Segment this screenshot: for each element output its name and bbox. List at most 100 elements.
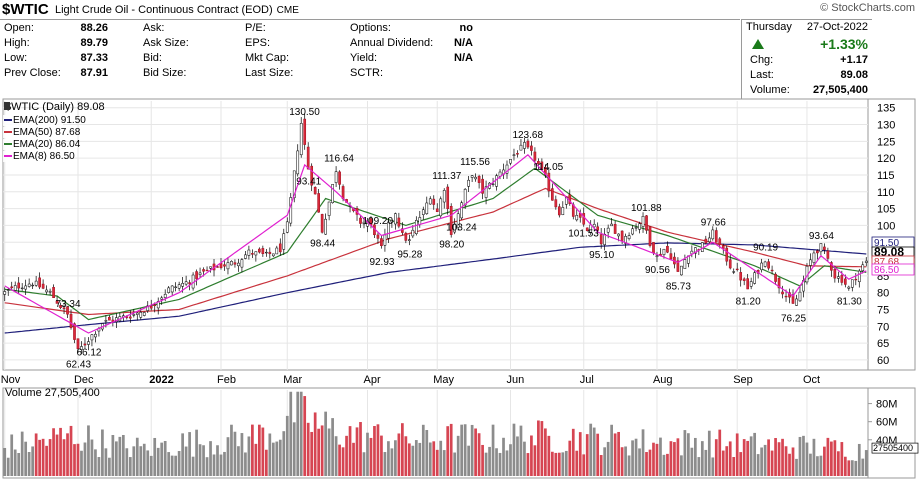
candle-up [442,190,446,203]
price-annotation: 98.20 [439,239,464,250]
quote-label: Open: [4,22,34,34]
volume-bar-down [582,454,586,476]
candle-up [6,289,10,291]
candle [638,221,641,234]
candle [80,341,83,355]
candle [76,338,80,354]
candle [10,281,14,291]
legend-entry: EMA(20) 86.04 [13,139,81,150]
candle [20,283,24,291]
volume-bar-up [390,448,394,476]
candle-down [149,305,153,309]
volume-bar-down [477,433,481,476]
volume-bar-up [519,425,523,476]
volume-bar-up [324,411,327,476]
volume-bar-up [160,442,164,476]
volume-bar-up [453,452,457,476]
price-annotation: 85.73 [666,281,691,292]
volume-bar-up [638,448,641,476]
volume-bar-down [306,422,310,476]
volume-bar-up [850,460,854,476]
volume-bar-up [610,424,613,476]
candle [735,262,739,272]
candle [285,217,289,234]
candle [237,258,240,272]
volume-bar-up [467,445,470,476]
candle-down [770,269,774,272]
candle [777,276,781,294]
candle [177,281,181,292]
volume-bar-up [589,423,593,476]
volume-bar-up [816,456,819,476]
volume-bar-up [219,454,223,476]
quote-label: Yield: [350,52,378,64]
candle-down [359,217,362,224]
candle [254,251,258,262]
price-annotation: 103.24 [446,223,477,234]
y-tick-label: 100 [877,220,895,232]
candle-up [198,272,202,275]
volume-bar-down [770,450,774,476]
candle-up [453,224,457,233]
candle [728,254,732,270]
volume-bar-up [216,445,219,476]
candle-down [125,316,129,318]
price-annotation: 116.64 [324,153,354,164]
candle [470,174,474,182]
candle-up [592,223,596,228]
quote-label: High: [4,37,30,49]
candle-down [376,234,380,239]
candle-up [275,247,279,255]
volume-bar-down [596,433,600,476]
volume-bar-up [802,435,805,476]
candle-down [338,171,341,185]
candle-down [551,188,554,201]
volume-bar-up [428,442,432,476]
candle-down [66,306,69,315]
volume-bar-up [289,391,293,476]
x-tick-label: May [433,374,454,386]
candle [746,273,749,290]
volume-bar-down [533,445,537,476]
volume-bar-up [24,441,28,476]
candle [108,315,111,321]
y-tick-label: 110 [877,187,895,199]
volume-bar-up [425,430,429,476]
quote-value: no [459,22,473,34]
volume-bar-up [627,455,631,476]
volume-bar-down [369,437,373,476]
candle [261,245,265,257]
quote-value: 87.33 [80,52,108,64]
candle [324,213,327,235]
candle-down [735,268,739,271]
candle [198,267,202,278]
brand-link[interactable]: © StockCharts.com [820,2,915,14]
volume-bar-up [149,455,153,476]
volume-bar-down [767,439,770,476]
volume-bar-up [230,424,233,476]
candle-up [491,183,495,185]
candle-up [163,293,167,298]
exchange: CME [276,5,299,16]
volume-bar-down [341,447,345,476]
candle-up [139,312,143,318]
quote-value: 89.79 [80,37,108,49]
candle [425,196,429,215]
candle-up [226,262,230,270]
x-tick-label: 2022 [149,374,173,386]
candle [704,235,708,245]
candle [240,257,244,273]
candle [223,259,226,271]
symbol: $WTIC [2,1,49,18]
candle [812,250,816,267]
volume-bar-up [223,451,226,476]
volume-bar-down [313,412,317,476]
volume-bar-up [864,450,868,476]
volume-y-label: 60M [876,417,897,429]
volume-bar-up [687,433,690,476]
volume-bar-up [421,424,425,476]
volume-bar-up [184,446,188,476]
candle-up [463,188,467,206]
volume-bar-down [526,453,530,476]
candle-down [188,282,191,285]
